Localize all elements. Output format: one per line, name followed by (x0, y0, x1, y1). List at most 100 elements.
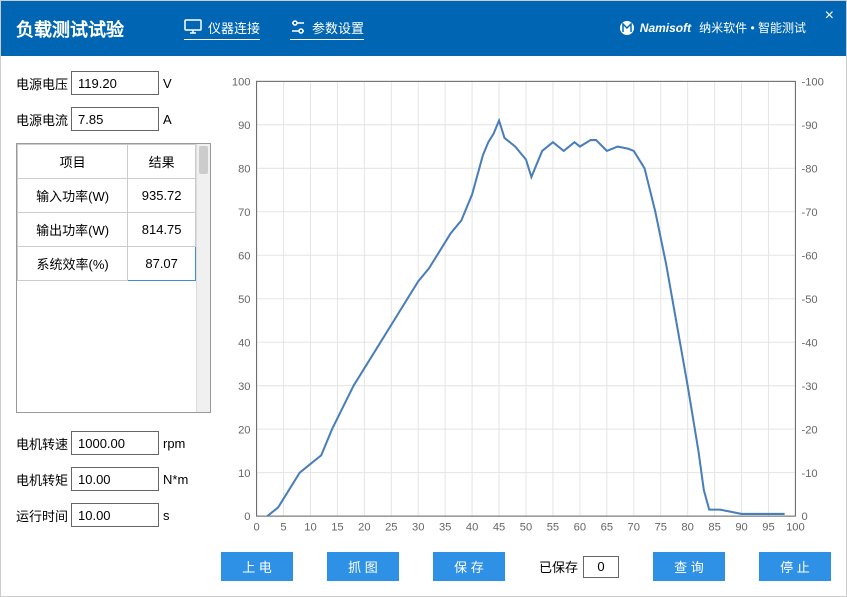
table-scrollbar[interactable] (196, 144, 210, 412)
svg-text:0: 0 (253, 522, 259, 534)
svg-text:90: 90 (735, 522, 747, 534)
r2-key: 输出功率(W) (18, 213, 128, 247)
left-panel: 电源电压 V 电源电流 A 项目结果 输入功率(W)935.72 输出功率(W)… (16, 71, 221, 581)
snapshot-button[interactable]: 抓 图 (327, 552, 399, 581)
current-input[interactable] (71, 107, 159, 131)
svg-text:25: 25 (385, 522, 397, 534)
svg-text:50: 50 (520, 522, 532, 534)
button-bar: 上 电 抓 图 保 存 已保存 查 询 停 止 (221, 542, 831, 581)
speed-input[interactable] (71, 431, 159, 455)
line-chart: 00 10 -10 20 -20 30 -30 40 -40 50 -50 60 -60 70 -70 80 -… (221, 71, 831, 542)
torque-row: 电机转矩 N*m (16, 467, 211, 491)
connect-button[interactable]: 仪器连接 (184, 18, 260, 40)
speed-unit: rpm (163, 436, 185, 451)
time-label: 运行时间 (16, 506, 71, 525)
svg-text:30: 30 (238, 381, 250, 393)
svg-text:10: 10 (304, 522, 316, 534)
time-row: 运行时间 s (16, 503, 211, 527)
brand-sub: 纳米软件 • 智能测试 (699, 19, 806, 36)
svg-text:5: 5 (280, 522, 286, 534)
close-button[interactable]: × (825, 7, 834, 25)
svg-text:-90: -90 (802, 120, 818, 132)
svg-text:-80: -80 (802, 163, 818, 175)
torque-unit: N*m (163, 472, 188, 487)
r2-val: 814.75 (128, 213, 196, 247)
svg-text:-70: -70 (802, 207, 818, 219)
voltage-unit: V (163, 76, 172, 91)
svg-text:15: 15 (331, 522, 343, 534)
col-project: 项目 (18, 145, 128, 179)
app-title: 负载测试试验 (16, 16, 124, 42)
sliders-icon (290, 19, 306, 35)
r1-val: 935.72 (128, 179, 196, 213)
current-unit: A (163, 112, 172, 127)
svg-text:95: 95 (762, 522, 774, 534)
r3-val: 87.07 (128, 247, 196, 281)
right-panel: 00 10 -10 20 -20 30 -30 40 -40 50 -50 60 -60 70 -70 80 -… (221, 71, 831, 581)
svg-text:0: 0 (244, 511, 250, 523)
svg-text:20: 20 (358, 522, 370, 534)
svg-text:-50: -50 (802, 294, 818, 306)
svg-text:55: 55 (547, 522, 559, 534)
current-row: 电源电流 A (16, 107, 211, 131)
power-button[interactable]: 上 电 (221, 552, 293, 581)
r3-key: 系统效率(%) (18, 247, 128, 281)
svg-text:10: 10 (238, 468, 250, 480)
brand: Namisoft 纳米软件 • 智能测试 (619, 19, 806, 36)
voltage-label: 电源电压 (16, 74, 71, 93)
voltage-input[interactable] (71, 71, 159, 95)
svg-text:65: 65 (601, 522, 613, 534)
svg-text:-100: -100 (802, 76, 824, 88)
svg-text:70: 70 (628, 522, 640, 534)
saved-input[interactable] (583, 556, 619, 578)
voltage-row: 电源电压 V (16, 71, 211, 95)
svg-text:-30: -30 (802, 381, 818, 393)
results-table-wrap: 项目结果 输入功率(W)935.72 输出功率(W)814.75 系统效率(%)… (16, 143, 211, 413)
svg-text:40: 40 (466, 522, 478, 534)
svg-text:75: 75 (654, 522, 666, 534)
time-input[interactable] (71, 503, 159, 527)
svg-text:-60: -60 (802, 250, 818, 262)
save-button[interactable]: 保 存 (433, 552, 505, 581)
results-table: 项目结果 输入功率(W)935.72 输出功率(W)814.75 系统效率(%)… (17, 144, 196, 281)
time-unit: s (163, 508, 170, 523)
svg-text:70: 70 (238, 207, 250, 219)
col-result: 结果 (128, 145, 196, 179)
header: 负载测试试验 仪器连接 参数设置 Namisoft 纳米软件 • 智能测试 × (1, 1, 846, 56)
svg-text:80: 80 (238, 163, 250, 175)
svg-text:-10: -10 (802, 468, 818, 480)
svg-text:60: 60 (238, 250, 250, 262)
saved-label: 已保存 (539, 557, 578, 576)
svg-text:100: 100 (232, 76, 251, 88)
svg-text:85: 85 (708, 522, 720, 534)
speed-row: 电机转速 rpm (16, 431, 211, 455)
monitor-icon (184, 19, 202, 35)
stop-button[interactable]: 停 止 (759, 552, 831, 581)
svg-text:35: 35 (439, 522, 451, 534)
chart-area: 00 10 -10 20 -20 30 -30 40 -40 50 -50 60 -60 70 -70 80 -… (221, 71, 831, 542)
svg-text:80: 80 (681, 522, 693, 534)
saved-group: 已保存 (539, 556, 619, 578)
torque-label: 电机转矩 (16, 470, 71, 489)
brand-icon (619, 20, 635, 36)
torque-input[interactable] (71, 467, 159, 491)
svg-text:90: 90 (238, 120, 250, 132)
query-button[interactable]: 查 询 (653, 552, 725, 581)
speed-label: 电机转速 (16, 434, 71, 453)
svg-text:-20: -20 (802, 424, 818, 436)
app-window: 负载测试试验 仪器连接 参数设置 Namisoft 纳米软件 • 智能测试 × … (0, 0, 847, 597)
settings-button[interactable]: 参数设置 (290, 18, 364, 40)
svg-text:-40: -40 (802, 337, 818, 349)
body: 电源电压 V 电源电流 A 项目结果 输入功率(W)935.72 输出功率(W)… (1, 56, 846, 596)
svg-text:100: 100 (786, 522, 805, 534)
svg-text:20: 20 (238, 424, 250, 436)
connect-label: 仪器连接 (208, 18, 260, 37)
settings-label: 参数设置 (312, 18, 364, 37)
svg-text:30: 30 (412, 522, 424, 534)
current-label: 电源电流 (16, 110, 71, 129)
svg-text:60: 60 (574, 522, 586, 534)
r1-key: 输入功率(W) (18, 179, 128, 213)
svg-text:40: 40 (238, 337, 250, 349)
brand-name: Namisoft (640, 21, 691, 35)
svg-text:50: 50 (238, 294, 250, 306)
